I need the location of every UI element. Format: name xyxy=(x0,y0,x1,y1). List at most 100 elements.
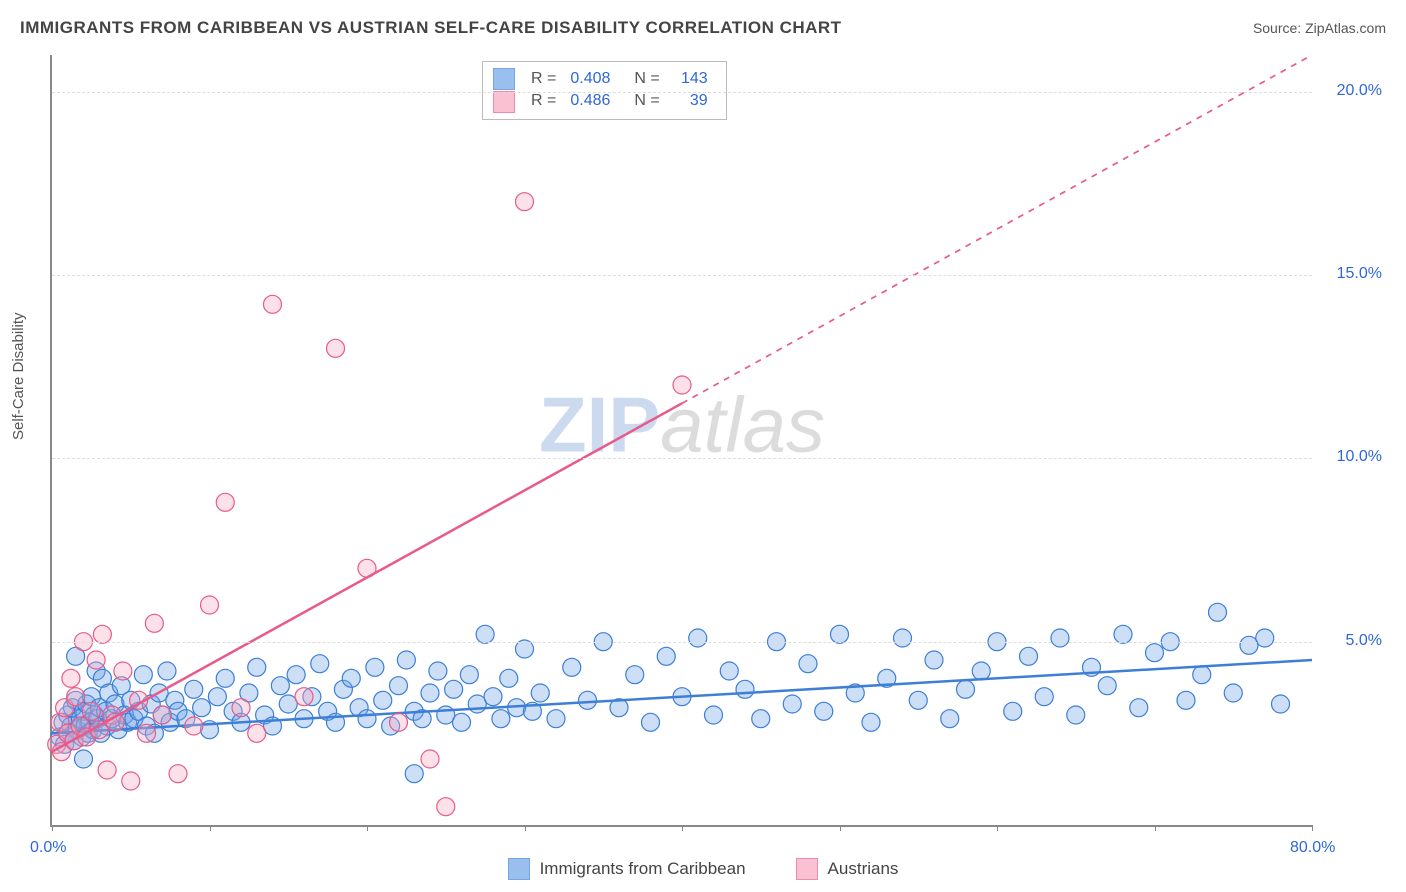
data-point xyxy=(169,765,187,783)
x-tick xyxy=(1155,825,1156,831)
data-point xyxy=(909,691,927,709)
x-tick xyxy=(1312,825,1313,831)
data-point xyxy=(82,702,100,720)
data-point xyxy=(287,666,305,684)
data-point xyxy=(429,662,447,680)
stat-r-value: 0.408 xyxy=(570,68,618,90)
scatter-svg xyxy=(52,55,1312,825)
data-point xyxy=(484,688,502,706)
data-point xyxy=(98,761,116,779)
data-point xyxy=(232,699,250,717)
stat-n-key: N = xyxy=(634,68,659,90)
data-point xyxy=(626,666,644,684)
data-point xyxy=(941,710,959,728)
data-point xyxy=(799,655,817,673)
correlation-stats-box: R =0.408N =143R =0.486N =39 xyxy=(482,61,727,120)
data-point xyxy=(657,647,675,665)
x-tick-label: 80.0% xyxy=(1290,839,1335,857)
data-point xyxy=(185,680,203,698)
data-point xyxy=(642,713,660,731)
data-point xyxy=(1209,603,1227,621)
data-point xyxy=(476,625,494,643)
stat-n-value: 39 xyxy=(674,90,708,112)
data-point xyxy=(134,666,152,684)
chart-title: IMMIGRANTS FROM CARIBBEAN VS AUSTRIAN SE… xyxy=(20,18,842,38)
data-point xyxy=(264,295,282,313)
data-point xyxy=(689,629,707,647)
data-point xyxy=(366,658,384,676)
data-point xyxy=(437,798,455,816)
data-point xyxy=(311,655,329,673)
data-point xyxy=(862,713,880,731)
gridline xyxy=(52,92,1312,93)
data-point xyxy=(1130,699,1148,717)
data-point xyxy=(783,695,801,713)
data-point xyxy=(158,662,176,680)
data-point xyxy=(114,662,132,680)
x-tick xyxy=(682,825,683,831)
series-swatch xyxy=(493,91,515,113)
gridline xyxy=(52,458,1312,459)
data-point xyxy=(1224,684,1242,702)
data-point xyxy=(957,680,975,698)
y-tick-label: 15.0% xyxy=(1337,265,1382,283)
stat-r-key: R = xyxy=(531,90,556,112)
data-point xyxy=(208,688,226,706)
data-point xyxy=(122,772,140,790)
y-tick-label: 20.0% xyxy=(1337,82,1382,100)
gridline xyxy=(52,275,1312,276)
data-point xyxy=(67,688,85,706)
data-point xyxy=(516,193,534,211)
header-bar: IMMIGRANTS FROM CARIBBEAN VS AUSTRIAN SE… xyxy=(20,18,1386,38)
data-point xyxy=(531,684,549,702)
data-point xyxy=(93,625,111,643)
chart-plot-area: ZIPatlas R =0.408N =143R =0.486N =39 5.0… xyxy=(50,55,1312,827)
data-point xyxy=(153,706,171,724)
data-point xyxy=(1256,629,1274,647)
data-point xyxy=(62,669,80,687)
x-tick-label: 0.0% xyxy=(30,839,66,857)
legend-label: Austrians xyxy=(828,859,899,879)
stats-row: R =0.486N =39 xyxy=(493,90,708,112)
data-point xyxy=(460,666,478,684)
data-point xyxy=(736,680,754,698)
data-point xyxy=(295,688,313,706)
legend-swatch xyxy=(796,858,818,880)
data-point xyxy=(815,702,833,720)
data-point xyxy=(492,710,510,728)
data-point xyxy=(185,717,203,735)
data-point xyxy=(201,596,219,614)
data-point xyxy=(673,376,691,394)
data-point xyxy=(1035,688,1053,706)
data-point xyxy=(894,629,912,647)
data-point xyxy=(271,677,289,695)
data-point xyxy=(547,710,565,728)
data-point xyxy=(925,651,943,669)
data-point xyxy=(1020,647,1038,665)
x-tick xyxy=(840,825,841,831)
data-point xyxy=(579,691,597,709)
data-point xyxy=(193,699,211,717)
data-point xyxy=(705,706,723,724)
data-point xyxy=(248,724,266,742)
stat-n-value: 143 xyxy=(674,68,708,90)
data-point xyxy=(516,640,534,658)
x-tick xyxy=(210,825,211,831)
data-point xyxy=(145,614,163,632)
data-point xyxy=(453,713,471,731)
stats-row: R =0.408N =143 xyxy=(493,68,708,90)
data-point xyxy=(1146,644,1164,662)
data-point xyxy=(216,669,234,687)
x-tick xyxy=(52,825,53,831)
data-point xyxy=(216,493,234,511)
stat-n-key: N = xyxy=(634,90,659,112)
data-point xyxy=(1098,677,1116,695)
data-point xyxy=(75,750,93,768)
data-point xyxy=(1004,702,1022,720)
data-point xyxy=(500,669,518,687)
x-tick xyxy=(997,825,998,831)
series-swatch xyxy=(493,68,515,90)
data-point xyxy=(390,677,408,695)
legend-item: Immigrants from Caribbean xyxy=(508,858,746,880)
data-point xyxy=(1067,706,1085,724)
